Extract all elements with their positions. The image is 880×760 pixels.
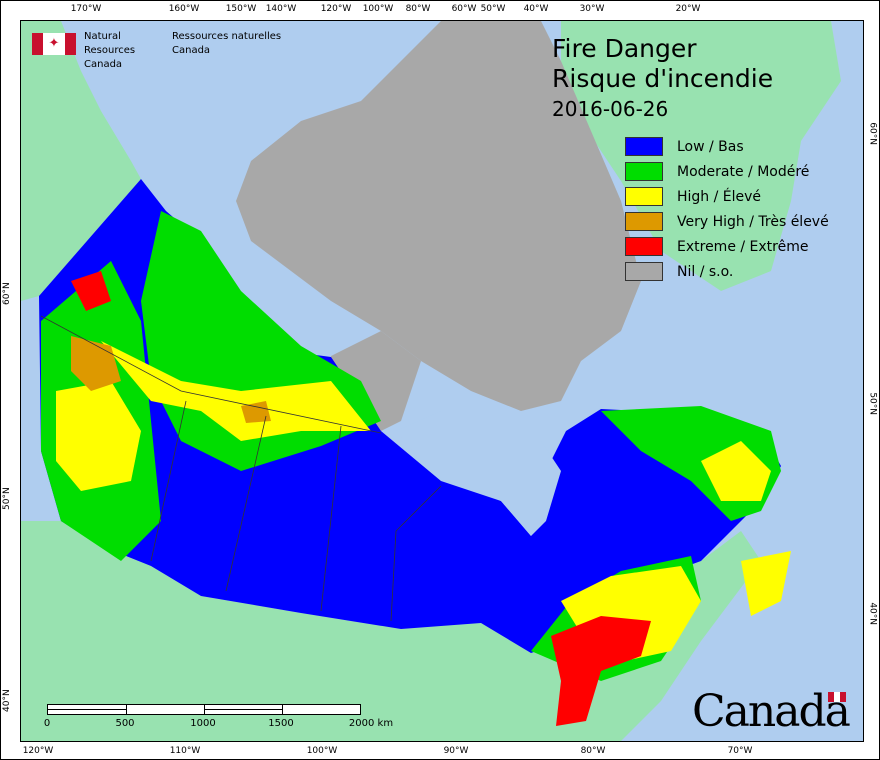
legend-item-nil: Nil / s.o. xyxy=(625,259,829,284)
scale-label: 1500 xyxy=(268,718,294,729)
agency-en-2: Canada xyxy=(84,59,123,70)
right-tick: 50°N xyxy=(868,392,878,415)
fire-zone-extreme xyxy=(71,271,111,311)
legend-item-very-high: Very High / Très élevé xyxy=(625,209,829,234)
arctic-islands xyxy=(236,21,641,411)
scale-bar: 0 500 1000 1500 2000 km xyxy=(44,704,393,729)
top-tick: 30°W xyxy=(579,4,605,14)
fire-zone-high xyxy=(56,381,141,491)
legend-label: High / Élevé xyxy=(677,188,762,205)
legend-label: Very High / Très élevé xyxy=(677,213,829,230)
title-fr: Risque d'incendie xyxy=(552,64,774,93)
agency-fr-1: Ressources naturelles xyxy=(172,31,282,42)
fire-zone-high xyxy=(101,341,371,441)
right-tick: 40°N xyxy=(868,602,878,625)
scale-label: 0 xyxy=(43,718,51,729)
province-border xyxy=(40,315,382,434)
legend-item-low: Low / Bas xyxy=(625,134,829,159)
map-title: Fire Danger Risque d'incendie 2016-06-26 xyxy=(552,34,773,122)
scale-label: 1000 xyxy=(190,718,216,729)
top-tick: 140°W xyxy=(265,4,297,14)
legend-swatch xyxy=(625,212,663,231)
legend-item-moderate: Moderate / Modéré xyxy=(625,159,829,184)
scale-label: 2000 km xyxy=(348,718,394,729)
left-tick: 50°N xyxy=(2,487,12,510)
legend: Low / Bas Moderate / Modéré High / Élevé… xyxy=(625,134,829,284)
top-tick: 20°W xyxy=(675,4,701,14)
scale-label: 500 xyxy=(115,718,135,729)
alaska xyxy=(21,21,141,301)
top-tick: 50°W xyxy=(480,4,506,14)
agency-fr-2: Canada xyxy=(172,45,211,56)
agency-en-1: Natural Resources xyxy=(84,31,136,56)
province-border xyxy=(225,415,267,592)
left-tick: 40°N xyxy=(2,689,12,712)
fire-zone-high xyxy=(741,551,791,616)
bottom-tick: 110°W xyxy=(169,746,201,756)
fire-zone-very-high xyxy=(241,401,271,423)
legend-item-extreme: Extreme / Extrême xyxy=(625,234,829,259)
greenland xyxy=(561,21,841,291)
legend-swatch xyxy=(625,262,663,281)
top-tick: 40°W xyxy=(523,4,549,14)
top-tick: 100°W xyxy=(362,4,394,14)
province-border xyxy=(390,485,442,622)
map-svg xyxy=(21,21,841,741)
fire-zone-high xyxy=(701,441,771,501)
bottom-tick: 80°W xyxy=(580,746,606,756)
title-en: Fire Danger xyxy=(552,34,697,63)
map-date: 2016-06-26 xyxy=(552,97,669,121)
province-border xyxy=(150,400,187,562)
fire-zone-extreme xyxy=(551,616,651,726)
legend-swatch xyxy=(625,237,663,256)
wordmark-flag-icon xyxy=(828,692,846,702)
legend-swatch xyxy=(625,137,663,156)
legend-swatch xyxy=(625,187,663,206)
left-tick: 60°N xyxy=(2,282,12,305)
bottom-tick: 90°W xyxy=(443,746,469,756)
canada-flag-icon: ✦ xyxy=(32,33,76,55)
legend-label: Extreme / Extrême xyxy=(677,238,809,255)
top-tick: 150°W xyxy=(225,4,257,14)
hudson-bay xyxy=(396,411,561,536)
top-tick: 60°W xyxy=(451,4,477,14)
bottom-tick: 100°W xyxy=(306,746,338,756)
fire-zone-very-high xyxy=(71,336,121,391)
right-tick: 60°N xyxy=(868,122,878,145)
legend-swatch xyxy=(625,162,663,181)
bottom-tick: 120°W xyxy=(22,746,54,756)
top-tick: 160°W xyxy=(168,4,200,14)
bottom-tick: 70°W xyxy=(727,746,753,756)
fire-danger-map[interactable] xyxy=(20,20,864,742)
top-tick: 120°W xyxy=(320,4,352,14)
legend-item-high: High / Élevé xyxy=(625,184,829,209)
top-tick: 170°W xyxy=(70,4,102,14)
top-tick: 80°W xyxy=(405,4,431,14)
province-border xyxy=(320,425,342,612)
canada-wordmark: Canada xyxy=(692,686,851,737)
legend-label: Moderate / Modéré xyxy=(677,163,810,180)
legend-label: Low / Bas xyxy=(677,138,744,155)
legend-label: Nil / s.o. xyxy=(677,263,734,280)
